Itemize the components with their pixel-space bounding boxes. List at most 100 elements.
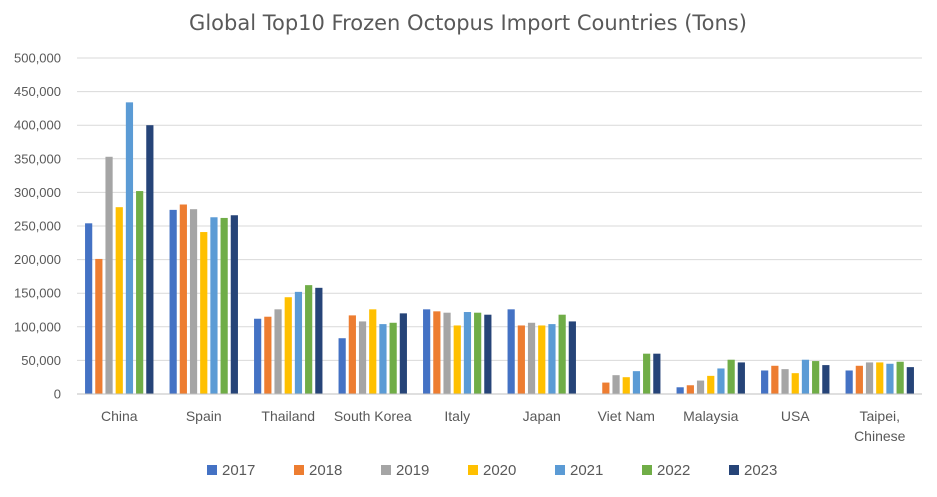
x-category-label: Italy: [444, 408, 470, 424]
bar-taipei-chinese-2022: [896, 361, 904, 394]
y-tick-label: 250,000: [14, 219, 61, 234]
y-tick-label: 400,000: [14, 118, 61, 133]
x-category-label: USA: [781, 408, 810, 424]
bar-malaysia-2021: [717, 368, 725, 394]
legend-label: 2023: [744, 462, 777, 479]
gridlines: [77, 57, 922, 361]
bar-malaysia-2020: [707, 375, 715, 394]
bar-thailand-2021: [294, 291, 303, 394]
bar-taipei-chinese-2018: [855, 365, 863, 394]
bar-usa-2017: [761, 370, 769, 394]
bar-spain-2019: [189, 209, 198, 394]
bar-spain-2021: [210, 217, 218, 394]
y-tick-label: 100,000: [14, 319, 61, 334]
bar-south-korea-2022: [389, 322, 397, 394]
bar-usa-2022: [812, 361, 820, 394]
bar-thailand-2019: [274, 309, 282, 394]
legend-swatch-2017: [207, 465, 217, 475]
legend-swatch-2020: [468, 465, 478, 475]
bar-usa-2019: [781, 369, 789, 394]
bar-malaysia-2019: [696, 380, 705, 394]
bar-italy-2018: [433, 311, 441, 394]
bar-malaysia-2017: [676, 387, 684, 394]
bar-thailand-2020: [284, 297, 292, 394]
y-tick-label: 300,000: [14, 185, 61, 200]
bar-taipei-chinese-2019: [865, 362, 874, 394]
x-category-label: Thailand: [261, 408, 315, 424]
bar-south-korea-2018: [348, 315, 356, 394]
bar-usa-2021: [801, 359, 810, 394]
y-tick-label: 350,000: [14, 151, 61, 166]
bar-taipei-chinese-2023: [906, 367, 914, 394]
legend-label: 2018: [309, 462, 342, 479]
bar-china-2019: [105, 156, 113, 394]
bar-viet-nam-2023: [653, 353, 661, 394]
x-axis-categories: China Spain Thailand South Korea Italy Japan V…: [101, 408, 906, 444]
bar-viet-nam-2022: [643, 353, 651, 394]
legend-label: 2022: [657, 462, 690, 479]
bar-south-korea-2023: [399, 313, 407, 394]
bar-italy-2023: [484, 314, 492, 394]
bar-japan-2023: [568, 321, 576, 394]
bar-china-2017: [85, 223, 93, 394]
bar-japan-2018: [517, 325, 525, 394]
bar-china-2020: [115, 207, 123, 394]
bar-malaysia-2022: [727, 359, 735, 394]
legend-swatch-2021: [555, 465, 565, 475]
legend-swatch-2023: [729, 465, 739, 475]
legend-label: 2020: [483, 462, 516, 479]
bar-japan-2021: [548, 324, 556, 394]
bar-viet-nam-2018: [602, 382, 610, 394]
bar-usa-2018: [771, 365, 779, 394]
bar-spain-2022: [220, 217, 228, 394]
bar-china-2021: [125, 102, 134, 394]
y-tick-label: 450,000: [14, 84, 61, 99]
bar-south-korea-2019: [358, 321, 367, 394]
legend-label: 2017: [222, 462, 255, 479]
bar-taipei-chinese-2020: [876, 362, 884, 394]
bar-italy-2021: [463, 312, 472, 394]
x-category-label: Malaysia: [683, 408, 738, 424]
bar-japan-2019: [527, 322, 536, 394]
bar-spain-2023: [230, 215, 238, 394]
y-tick-label: 150,000: [14, 286, 61, 301]
bar-thailand-2022: [305, 285, 313, 394]
bar-thailand-2017: [254, 318, 262, 394]
bar-taipei-chinese-2021: [886, 363, 894, 394]
legend-swatch-2018: [294, 465, 304, 475]
x-category-label: Japan: [523, 408, 561, 424]
legend-label: 2019: [396, 462, 429, 479]
bar-japan-2017: [507, 309, 515, 394]
x-category-label: Spain: [186, 408, 222, 424]
bar-japan-2020: [538, 325, 546, 394]
bar-viet-nam-2020: [622, 377, 630, 394]
x-category-label: South Korea: [334, 408, 412, 424]
legend-label: 2021: [570, 462, 603, 479]
bar-italy-2020: [453, 325, 461, 394]
x-category-label: Taipei, Chinese: [854, 408, 906, 444]
bar-italy-2017: [423, 309, 431, 394]
legend: 2017 2018 2019 2020 2021 2022 2023: [207, 462, 777, 479]
y-tick-label: 200,000: [14, 252, 61, 267]
bar-spain-2020: [200, 232, 208, 394]
bar-japan-2022: [558, 314, 566, 394]
bar-south-korea-2020: [369, 309, 377, 394]
x-category-label: China: [101, 408, 138, 424]
y-tick-label: 500,000: [14, 51, 61, 66]
bar-malaysia-2018: [686, 385, 694, 394]
bar-malaysia-2023: [737, 362, 745, 394]
bar-spain-2018: [179, 204, 187, 394]
bar-spain-2017: [169, 209, 177, 394]
bar-thailand-2018: [264, 316, 272, 394]
bar-italy-2019: [443, 312, 451, 394]
bar-china-2018: [95, 258, 103, 394]
chart-title: Global Top10 Frozen Octopus Import Count…: [189, 11, 747, 35]
bar-china-2022: [136, 191, 144, 394]
legend-swatch-2019: [381, 465, 391, 475]
bar-usa-2020: [791, 373, 799, 394]
x-category-label: Viet Nam: [598, 408, 655, 424]
bar-south-korea-2021: [379, 324, 387, 394]
bar-viet-nam-2021: [632, 371, 641, 394]
